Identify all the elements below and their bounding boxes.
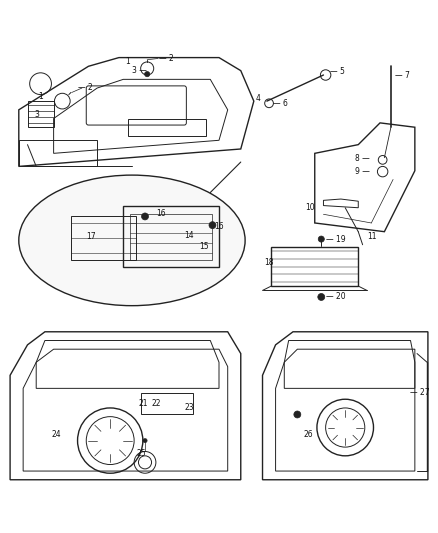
Text: 15: 15 xyxy=(199,243,209,252)
Bar xyxy=(19,140,97,166)
Text: 26: 26 xyxy=(304,430,314,439)
Text: 3: 3 xyxy=(34,110,39,119)
Circle shape xyxy=(209,222,216,229)
Bar xyxy=(271,247,358,286)
Text: 4: 4 xyxy=(256,94,261,103)
Text: 9 —: 9 — xyxy=(355,167,370,176)
Bar xyxy=(123,206,219,266)
Text: 16: 16 xyxy=(215,222,224,231)
Text: 3 —: 3 — xyxy=(132,66,147,75)
Bar xyxy=(130,214,212,260)
Circle shape xyxy=(294,411,301,418)
Bar xyxy=(127,118,206,136)
Text: 25: 25 xyxy=(136,449,146,458)
Ellipse shape xyxy=(19,175,245,305)
Text: 24: 24 xyxy=(51,430,61,439)
Text: 21: 21 xyxy=(138,399,148,408)
Text: — 19: — 19 xyxy=(325,235,345,244)
Text: 1: 1 xyxy=(39,92,43,101)
Text: 18: 18 xyxy=(265,257,274,266)
Circle shape xyxy=(143,439,147,443)
Circle shape xyxy=(145,71,150,77)
Text: 14: 14 xyxy=(184,231,194,240)
Text: — 27: — 27 xyxy=(410,388,430,397)
Text: — 6: — 6 xyxy=(273,99,288,108)
Text: 8 —: 8 — xyxy=(355,154,370,163)
Text: 11: 11 xyxy=(367,231,377,240)
Bar xyxy=(71,216,136,260)
Text: 22: 22 xyxy=(152,399,161,408)
Circle shape xyxy=(141,213,148,220)
Text: — 7: — 7 xyxy=(395,70,410,79)
Text: 10: 10 xyxy=(305,203,315,212)
Text: — 2: — 2 xyxy=(78,83,92,92)
Bar xyxy=(28,101,53,127)
Bar xyxy=(141,393,193,415)
Circle shape xyxy=(318,294,325,301)
Text: — 20: — 20 xyxy=(325,293,345,302)
Text: 17: 17 xyxy=(86,232,96,241)
Text: 23: 23 xyxy=(184,403,194,413)
Circle shape xyxy=(318,236,324,242)
Text: 1: 1 xyxy=(125,56,130,66)
Text: — 5: — 5 xyxy=(330,67,345,76)
Text: — 2: — 2 xyxy=(159,54,174,63)
Text: 16: 16 xyxy=(156,209,166,218)
